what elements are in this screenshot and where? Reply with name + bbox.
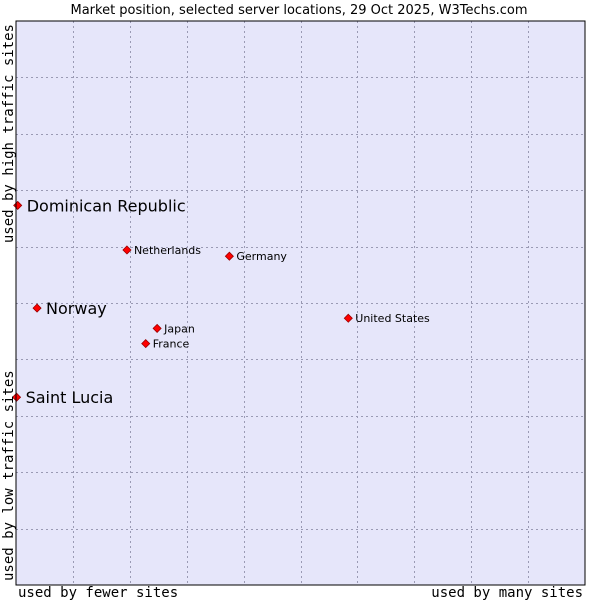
data-point-germany[interactable]: Germany	[224, 250, 287, 263]
chart-title: Market position, selected server locatio…	[70, 3, 527, 18]
point-marker[interactable]	[12, 392, 22, 402]
data-point-saint-lucia[interactable]: Saint Lucia	[12, 388, 114, 407]
x-axis-label-right: used by many sites	[431, 585, 583, 600]
data-point-norway[interactable]: Norway	[32, 299, 107, 318]
point-marker[interactable]	[13, 200, 23, 210]
y-axis-label-bottom: used by low traffic sites	[1, 370, 17, 581]
data-point-france[interactable]: France	[141, 338, 190, 351]
plot-border	[15, 20, 586, 586]
data-points: Dominican Republic Netherlands Germany Norw…	[12, 196, 430, 407]
point-marker[interactable]	[122, 245, 132, 255]
x-axis-label-left: used by fewer sites	[18, 585, 178, 600]
point-marker[interactable]	[224, 251, 234, 261]
point-marker[interactable]	[32, 303, 42, 313]
point-label: United States	[355, 312, 430, 325]
data-point-dominican-republic[interactable]: Dominican Republic	[13, 196, 186, 215]
grid-lines	[16, 21, 585, 585]
data-point-netherlands[interactable]: Netherlands	[122, 244, 201, 257]
point-label: Germany	[236, 250, 287, 263]
data-point-united-states[interactable]: United States	[343, 312, 430, 325]
point-marker[interactable]	[152, 323, 162, 333]
point-label: Dominican Republic	[27, 196, 186, 215]
point-label: Norway	[46, 299, 107, 318]
data-point-japan[interactable]: Japan	[152, 322, 195, 335]
point-label: Japan	[163, 322, 195, 335]
point-marker[interactable]	[141, 339, 151, 349]
plot-area	[16, 21, 585, 585]
point-label: Saint Lucia	[26, 388, 114, 407]
point-label: France	[153, 338, 190, 351]
point-marker[interactable]	[343, 313, 353, 323]
point-label: Netherlands	[134, 244, 201, 257]
y-axis-label-top: used by high traffic sites	[1, 24, 17, 243]
